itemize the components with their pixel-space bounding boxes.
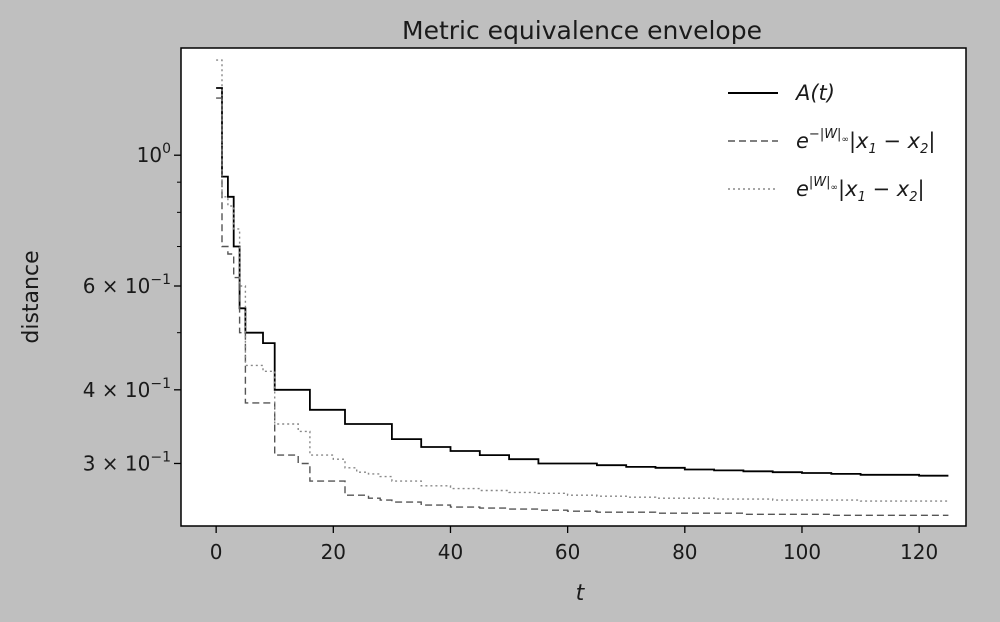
series-line-3 bbox=[216, 59, 949, 502]
legend-label-2: e−|W|∞|x1 − x2| bbox=[796, 127, 935, 157]
x-tick-label: 40 bbox=[438, 540, 463, 564]
x-tick-label: 120 bbox=[900, 540, 938, 564]
series-layer bbox=[216, 59, 949, 516]
series-line-2 bbox=[216, 97, 949, 516]
legend-label-1: A(t) bbox=[794, 81, 835, 105]
y-axis-label: distance bbox=[19, 250, 44, 343]
x-tick-label: 20 bbox=[321, 540, 346, 564]
x-tick-label: 100 bbox=[783, 540, 821, 564]
x-tick-label: 60 bbox=[555, 540, 580, 564]
y-axis: 100 6 × 10−1 4 × 10−1 3 × 10−1 bbox=[83, 141, 181, 475]
y-tick-label: 6 × 10−1 bbox=[83, 272, 171, 298]
legend-label-3: e|W|∞|x1 − x2| bbox=[796, 175, 925, 205]
y-tick-label: 100 bbox=[137, 141, 171, 167]
x-tick-label: 80 bbox=[672, 540, 697, 564]
x-axis: 0 20 40 60 80 100 120 bbox=[210, 526, 938, 564]
legend: A(t) e−|W|∞|x1 − x2| e|W|∞|x1 − x2| bbox=[728, 81, 935, 205]
y-tick-label: 3 × 10−1 bbox=[83, 449, 171, 475]
x-axis-label: t bbox=[576, 581, 586, 606]
y-tick-label: 4 × 10−1 bbox=[83, 376, 171, 402]
chart-title: Metric equivalence envelope bbox=[402, 16, 762, 45]
series-line-1 bbox=[216, 87, 949, 477]
x-tick-label: 0 bbox=[210, 540, 223, 564]
plot-area bbox=[180, 47, 967, 527]
